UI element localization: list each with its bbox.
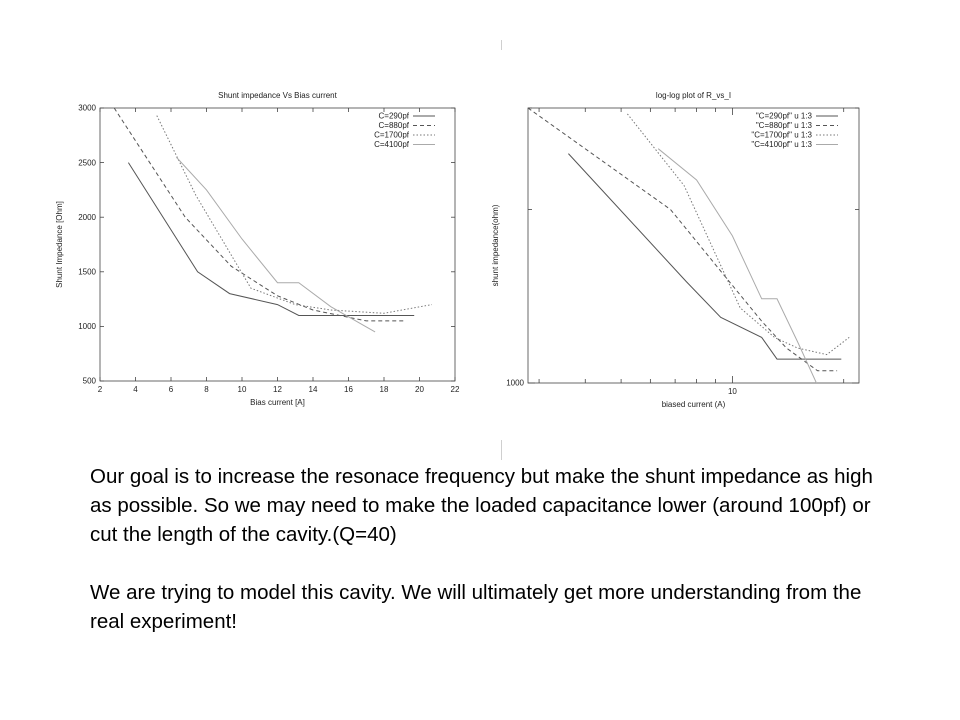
left-chart-y-tick-label: 1000 [78, 322, 96, 331]
left-chart-x-tick-label: 20 [415, 385, 424, 394]
right-chart-legend-label-3: "C=1700pf" u 1:3 [751, 131, 812, 140]
caption-text-1: Our goal is to increase the resonace fre… [90, 465, 873, 546]
right-chart-legend-label-2: "C=880pf" u 1:3 [756, 121, 813, 130]
left-chart-x-tick-label: 4 [133, 385, 138, 394]
left-chart-x-tick-label: 12 [273, 385, 282, 394]
left-chart-y-tick-label: 3000 [78, 104, 96, 113]
right-chart-plot-area [528, 108, 850, 383]
right-chart-y-tick-label: 1000 [506, 379, 524, 388]
left-chart-title: Shunt impedance Vs Bias current [218, 91, 338, 100]
left-chart-y-tick-label: 1500 [78, 267, 96, 276]
chart-loglog-r-vs-i: log-log plot of R_vs_I 10 1000 biased curre… [491, 91, 860, 409]
right-chart-legend-label-4: "C=4100pf" u 1:3 [751, 140, 812, 149]
left-chart-x-tick-label: 22 [451, 385, 460, 394]
right-chart-legend-label-1: "C=290pf" u 1:3 [756, 112, 813, 121]
left-chart-y-tick-label: 500 [83, 377, 97, 386]
left-chart-x-tick-label: 14 [309, 385, 318, 394]
right-chart-frame [527, 107, 860, 384]
right-chart-series-line-2 [528, 108, 838, 372]
divider-line-top [501, 40, 502, 50]
caption-paragraph-2: We are trying to model this cavity. We w… [90, 578, 890, 636]
left-chart-x-tick-label: 18 [380, 385, 389, 394]
left-chart-x-tick-label: 16 [344, 385, 353, 394]
left-chart-series-line-4 [175, 156, 376, 333]
right-chart-series-line-4 [657, 148, 817, 383]
right-chart-x-axis-label: biased current (A) [662, 400, 726, 409]
right-chart-x-tick-label: 10 [728, 387, 737, 396]
left-chart-plot-area [113, 108, 432, 333]
left-chart-y-axis-label: Shunt Impedance [Ohm] [55, 201, 64, 288]
left-chart-legend-label-3: C=1700pf [374, 131, 410, 140]
right-chart-y-axis-label: shunt impedance(ohm) [491, 204, 500, 286]
left-chart-series-line-2 [113, 108, 406, 322]
left-chart-y-tick-label: 2500 [78, 158, 96, 167]
chart-shunt-vs-bias: Shunt impedance Vs Bias current 2 4 6 8 10 12 1… [55, 91, 460, 407]
divider-line-bottom [501, 440, 502, 460]
left-chart-legend-label-2: C=880pf [379, 121, 410, 130]
right-chart-title: log-log plot of R_vs_I [656, 91, 731, 100]
left-chart-x-tick-label: 8 [204, 385, 209, 394]
caption-paragraph-1: Our goal is to increase the resonace fre… [90, 462, 890, 549]
right-chart-series-line-1 [568, 153, 842, 360]
left-chart-legend-label-4: C=4100pf [374, 140, 410, 149]
left-chart-y-tick-label: 2000 [78, 213, 96, 222]
left-chart-x-axis-label: Bias current [A] [250, 398, 305, 407]
left-chart-x-tick-label: 6 [169, 385, 174, 394]
left-chart-x-tick-label: 2 [98, 385, 103, 394]
left-chart-legend-label-1: C=290pf [379, 112, 410, 121]
right-chart-series-line-3 [627, 113, 850, 356]
left-chart-series-line-1 [127, 162, 415, 316]
left-chart-x-tick-label: 10 [238, 385, 247, 394]
caption-text-2: We are trying to model this cavity. We w… [90, 581, 862, 633]
left-chart-series-line-3 [156, 115, 432, 314]
